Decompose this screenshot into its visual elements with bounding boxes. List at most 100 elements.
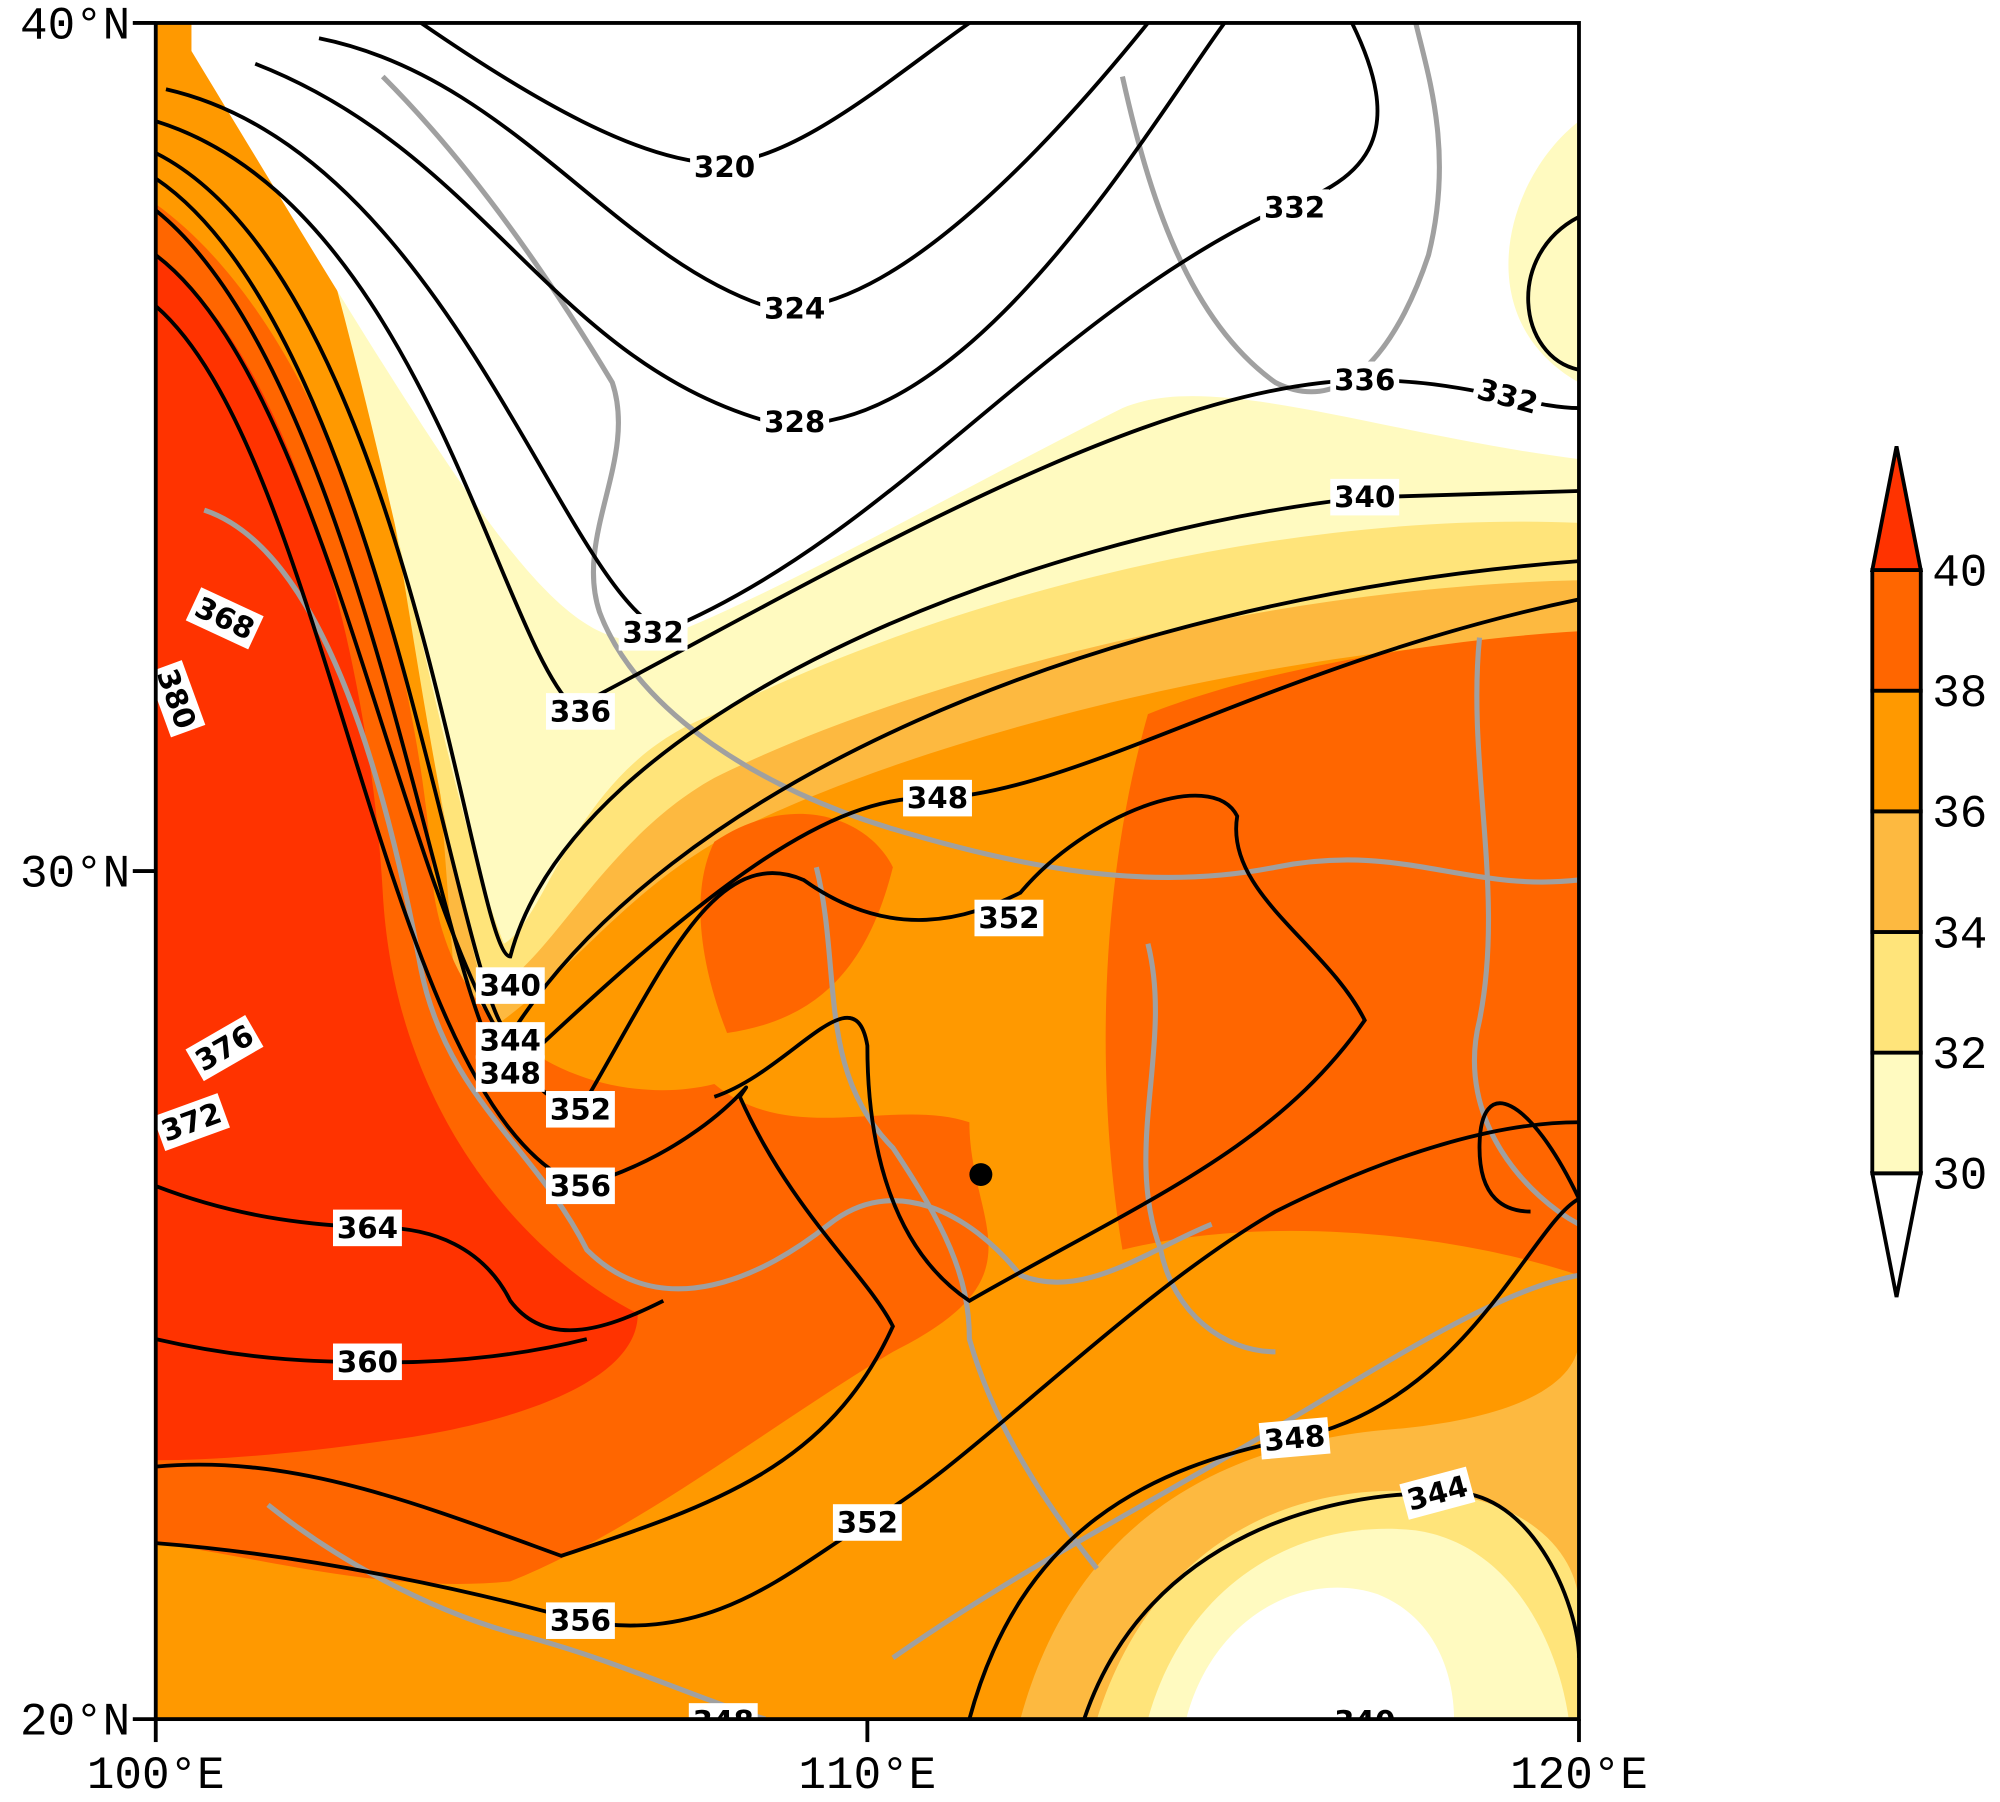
colorbar-label: 40: [1932, 547, 1987, 599]
label-box: [545, 1167, 615, 1205]
label-box: [333, 1343, 402, 1381]
contour-label: 360: [333, 1343, 402, 1381]
label-box: [618, 614, 688, 651]
label-box: [688, 1703, 758, 1720]
label-box: [1258, 1417, 1331, 1460]
contour-line: [155, 304, 895, 1558]
colorbar-label: 34: [1932, 909, 1987, 961]
contour-label: 340: [1330, 1703, 1400, 1738]
contour-value: 356: [550, 1169, 611, 1203]
shaded-fields: [155, 22, 1579, 1720]
contour-value: 352: [837, 1505, 898, 1539]
contour-value: 356: [550, 1604, 611, 1638]
station-dot: [969, 1163, 993, 1187]
contour-label: 332: [1260, 189, 1330, 226]
contour-label: 352: [832, 1504, 902, 1541]
contour-label: 332: [618, 614, 688, 651]
colorbar-box: [1870, 568, 1923, 693]
label-box: [545, 1602, 615, 1639]
label-box: [185, 1015, 264, 1082]
contour-label: 356: [545, 1167, 615, 1205]
label-box: [155, 660, 206, 738]
contour-label: 352: [545, 1091, 615, 1128]
label-box: [545, 693, 615, 730]
contour-line: [1526, 215, 1579, 372]
contour-line: [155, 1184, 665, 1333]
label-box: [1330, 361, 1400, 399]
contour-value: 348: [907, 781, 968, 815]
border-line: [203, 507, 1213, 1292]
label-box: [1399, 1466, 1476, 1520]
contour-line: [155, 208, 1579, 1077]
label-box: [185, 587, 264, 650]
border-line: [1143, 943, 1276, 1355]
field: [155, 255, 638, 1461]
label-box: [1260, 189, 1330, 226]
contour-line: [155, 119, 1579, 711]
lon-tick-label: 100°E: [87, 1750, 225, 1802]
colorbar-box: [1870, 688, 1923, 814]
contour-labels: 3203243283323323363403323363483523403443…: [155, 148, 1546, 1738]
lon-tick-label: 110°E: [798, 1750, 936, 1802]
contour-value: 340: [480, 969, 541, 1003]
colorbar-label: 38: [1932, 668, 1987, 720]
colorbar-extend: [1869, 1171, 1924, 1298]
contour-label: 320: [690, 148, 759, 186]
label-box: [903, 779, 972, 817]
contour-value: 340: [1334, 480, 1395, 514]
lat-tick-label: 20°N: [20, 1696, 130, 1748]
contour-label: 336: [1330, 361, 1400, 399]
label-box: [1330, 1703, 1400, 1720]
border-line: [1471, 637, 1579, 1227]
contour-label: 328: [760, 403, 830, 441]
contour-label: 356: [545, 1602, 615, 1639]
contour-value: 340: [1334, 1704, 1395, 1738]
contour-label: 352: [974, 899, 1044, 937]
contour-label: 336: [545, 693, 615, 730]
contour-line: [165, 22, 1380, 634]
border-line: [266, 1502, 767, 1720]
contour-value: 336: [1334, 363, 1395, 397]
contour-value: 348: [693, 1704, 754, 1738]
label-box: [333, 1209, 402, 1247]
colorbar-box: [1870, 809, 1923, 934]
contour-value: 344: [480, 1023, 541, 1057]
contour-value: 324: [764, 291, 825, 325]
contour-value: 320: [694, 150, 755, 184]
contour-value: 352: [978, 901, 1039, 935]
label-box: [1330, 478, 1400, 516]
contour-label: 348: [475, 1055, 545, 1092]
field: [1186, 1587, 1455, 1720]
contour-value: 328: [764, 405, 825, 439]
contour-line: [1477, 1101, 1579, 1214]
contour-value: 332: [623, 615, 684, 649]
border-line: [813, 866, 1099, 1571]
field: [191, 22, 1579, 641]
contour-label: 340: [1330, 478, 1400, 516]
colorbar-label: 30: [1932, 1151, 1987, 1203]
contour-value: 352: [550, 1092, 611, 1126]
contour-value: 360: [337, 1345, 398, 1379]
contour-label: 340: [475, 967, 545, 1004]
contour-line: [155, 151, 1579, 959]
colorbar-label: 32: [1932, 1030, 1987, 1082]
label-box: [475, 967, 545, 1004]
label-box: [690, 148, 759, 186]
colorbar: 30 32 34 36 38 40: [1869, 445, 1987, 1298]
border-line: [380, 74, 1579, 885]
contour-value: 336: [550, 694, 611, 728]
colorbar-box: [1870, 930, 1923, 1055]
label-box: [760, 290, 830, 327]
colorbar-label: 36: [1932, 789, 1987, 841]
label-box: [475, 1022, 545, 1059]
lat-tick-label: 40°N: [20, 0, 130, 52]
lon-tick-label: 120°E: [1510, 1750, 1648, 1802]
contour-value: 348: [480, 1057, 541, 1091]
contour-value: 348: [1263, 1419, 1327, 1458]
contour-label: 348: [903, 779, 972, 817]
label-box: [1469, 369, 1546, 423]
label-box: [475, 1055, 545, 1092]
contour-value: 364: [337, 1211, 398, 1245]
